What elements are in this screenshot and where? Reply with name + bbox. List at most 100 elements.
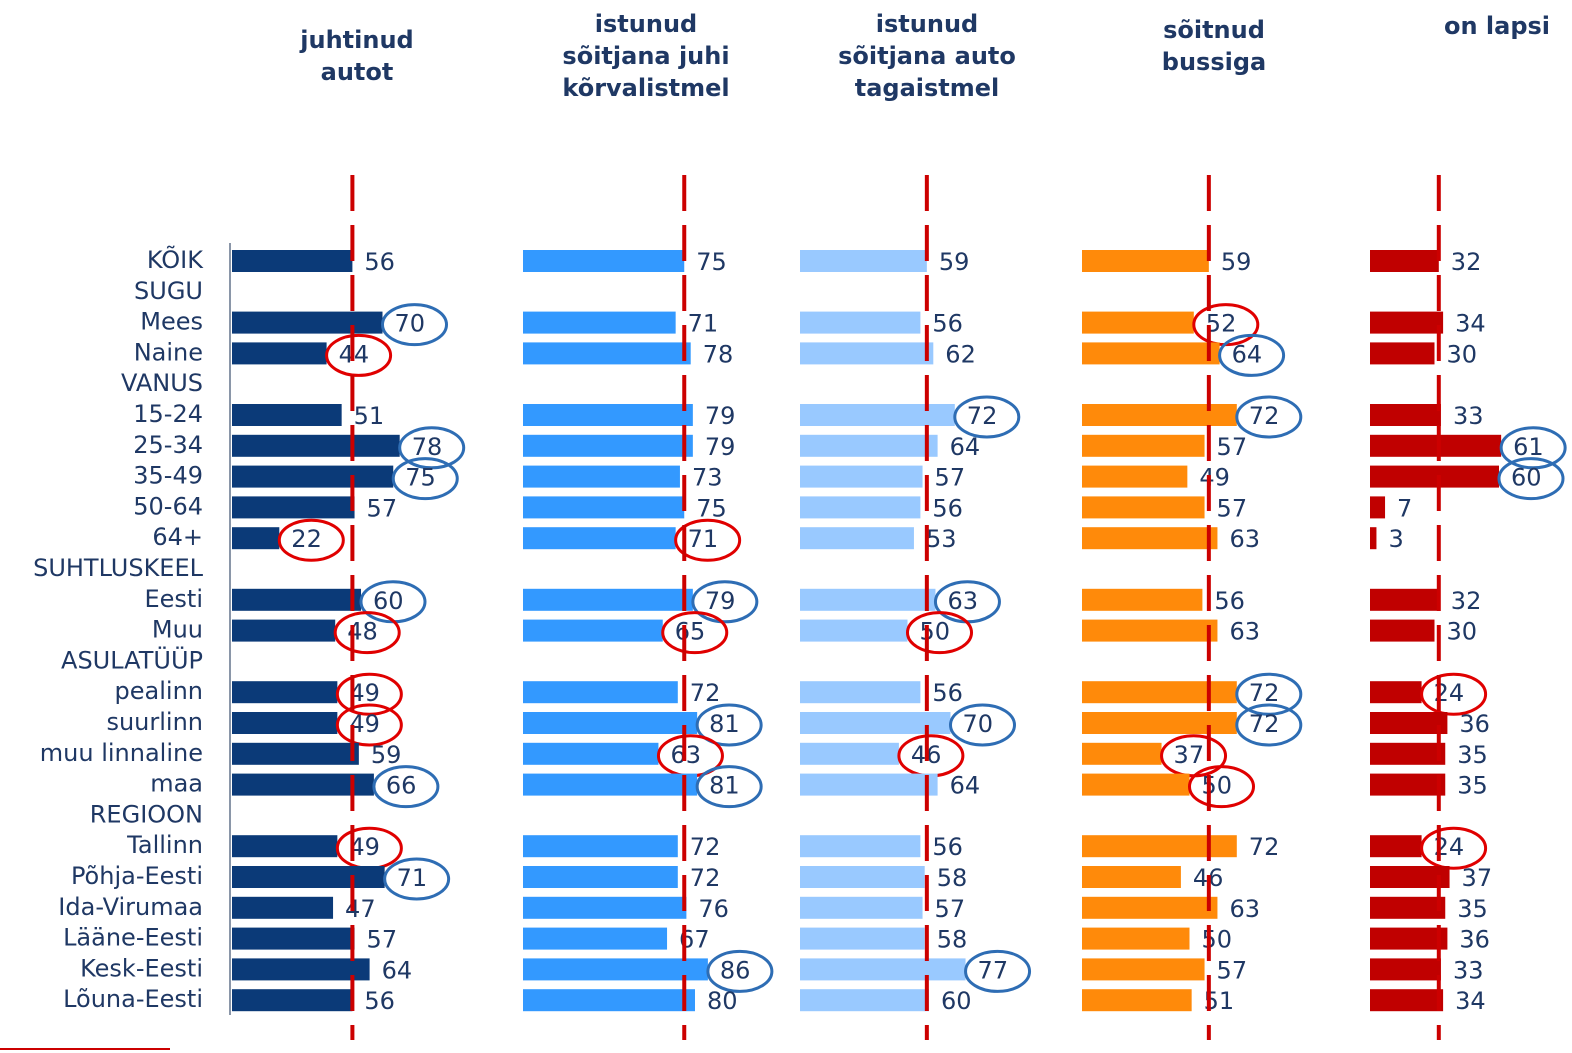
- value-label: 71: [688, 525, 719, 553]
- bar: [1370, 866, 1450, 888]
- row-label: 15-24: [133, 400, 203, 428]
- highlight-circle: [1235, 703, 1303, 747]
- value-label: 56: [932, 310, 963, 338]
- bar: [800, 404, 955, 426]
- value-label: 57: [367, 494, 398, 522]
- bar: [523, 496, 685, 519]
- bar: [523, 250, 685, 272]
- value-label: 60: [1511, 464, 1542, 492]
- row-label: VANUS: [121, 369, 203, 397]
- bar: [800, 835, 921, 858]
- bar: [232, 773, 374, 796]
- bar: [1082, 588, 1203, 611]
- value-label: 75: [696, 248, 727, 276]
- highlight-circle: [335, 703, 403, 747]
- bar: [232, 866, 385, 888]
- bar: [1082, 989, 1192, 1012]
- bar: [1370, 496, 1386, 519]
- value-label: 58: [937, 926, 968, 954]
- value-label: 57: [935, 464, 966, 492]
- value-label: 7: [1397, 494, 1412, 522]
- row-label: Muu: [152, 616, 203, 644]
- value-label: 63: [1229, 895, 1260, 923]
- bar: [1370, 465, 1499, 488]
- value-label: 56: [364, 987, 395, 1015]
- bar: [800, 588, 936, 611]
- bar: [1082, 619, 1218, 642]
- bar: [523, 404, 693, 426]
- bar: [800, 250, 927, 272]
- value-label: 72: [690, 679, 721, 707]
- value-label: 37: [1462, 864, 1493, 892]
- bar: [232, 927, 355, 950]
- bar: [232, 527, 280, 550]
- value-label: 53: [926, 525, 957, 553]
- value-label: 64: [950, 433, 981, 461]
- bar: [1370, 712, 1448, 734]
- bar: [232, 681, 338, 704]
- bar: [232, 619, 336, 642]
- bar: [232, 712, 338, 734]
- bar: [800, 712, 951, 734]
- row-label: 50-64: [133, 492, 203, 520]
- bar: [232, 742, 359, 765]
- bar: [232, 465, 394, 488]
- bar: [523, 866, 678, 888]
- value-label: 71: [397, 864, 428, 892]
- value-label: 81: [709, 710, 740, 738]
- value-label: 77: [978, 956, 1009, 984]
- value-label: 32: [1451, 248, 1482, 276]
- value-label: 80: [707, 987, 738, 1015]
- bar: [523, 311, 676, 334]
- highlight-circle: [325, 333, 393, 377]
- value-label: 71: [688, 310, 719, 338]
- bar: [1082, 342, 1220, 365]
- bar: [800, 311, 921, 334]
- bar: [1082, 404, 1237, 426]
- bar: [800, 742, 899, 765]
- value-label: 49: [349, 679, 380, 707]
- highlight-circle: [1420, 826, 1488, 870]
- bar: [232, 496, 355, 519]
- bar: [1082, 712, 1237, 734]
- bar: [1370, 742, 1446, 765]
- value-label: 70: [395, 310, 426, 338]
- value-label: 63: [1229, 525, 1260, 553]
- bar: [1082, 896, 1218, 919]
- highlight-circle: [372, 765, 440, 809]
- value-label: 78: [412, 433, 443, 461]
- value-label: 59: [1221, 248, 1252, 276]
- value-label: 60: [941, 987, 972, 1015]
- bar: [1082, 527, 1218, 550]
- row-label: Mees: [140, 308, 203, 336]
- highlight-circle: [953, 395, 1021, 439]
- bar: [232, 958, 370, 981]
- value-label: 72: [1249, 402, 1280, 430]
- value-label: 33: [1453, 956, 1484, 984]
- value-label: 57: [935, 895, 966, 923]
- bar: [1082, 773, 1190, 796]
- bar: [1082, 681, 1237, 704]
- highlight-circle: [691, 580, 759, 624]
- bar: [800, 989, 929, 1012]
- highlight-circle: [1188, 765, 1255, 809]
- highlight-circle: [674, 518, 742, 562]
- bar: [1370, 250, 1439, 272]
- bar: [1082, 496, 1205, 519]
- value-label: 72: [1249, 833, 1280, 861]
- value-label: 72: [690, 864, 721, 892]
- value-label: 34: [1455, 310, 1486, 338]
- value-label: 73: [692, 464, 723, 492]
- value-label: 35: [1457, 895, 1488, 923]
- bar: [1370, 619, 1435, 642]
- value-label: 56: [932, 494, 963, 522]
- row-label: ASULATÜÜP: [61, 645, 203, 674]
- value-label: 35: [1457, 772, 1488, 800]
- highlight-circle: [695, 765, 763, 809]
- bar: [800, 527, 914, 550]
- bar: [1370, 311, 1444, 334]
- highlight-circle: [695, 703, 763, 747]
- bar: [523, 773, 698, 796]
